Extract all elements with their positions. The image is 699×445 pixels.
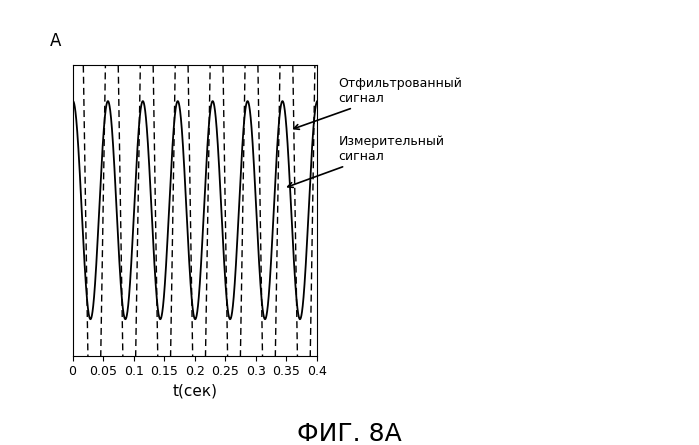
Text: Отфильтрованный
сигнал: Отфильтрованный сигнал bbox=[294, 77, 462, 129]
Text: А: А bbox=[50, 32, 62, 50]
Text: ФИГ. 8А: ФИГ. 8А bbox=[297, 421, 402, 445]
X-axis label: t(сек): t(сек) bbox=[172, 384, 217, 399]
Text: Измерительный
сигнал: Измерительный сигнал bbox=[288, 135, 445, 187]
